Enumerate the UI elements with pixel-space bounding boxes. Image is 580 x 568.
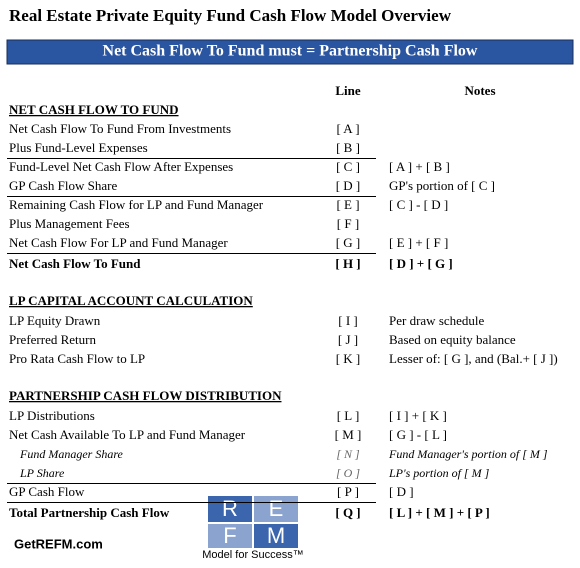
site: GetREFM.com [14, 536, 103, 551]
row-label: LP Share [19, 466, 65, 480]
logo-letter: E [269, 496, 284, 521]
row-label: Net Cash Available To LP and Fund Manage… [9, 427, 246, 442]
row-note: Based on equity balance [389, 332, 516, 347]
row-note: [ D ] + [ G ] [389, 256, 453, 271]
row-line: [ J ] [338, 332, 358, 347]
row-line: [ M ] [335, 427, 362, 442]
logo-tile [208, 524, 252, 548]
row-label: GP Cash Flow Share [9, 178, 117, 193]
logo-letter: F [223, 523, 236, 548]
logo-tile [208, 496, 252, 522]
row-label: Net Cash Flow To Fund From Investments [9, 121, 231, 136]
row-note: [ I ] + [ K ] [389, 408, 447, 423]
row-line: [ Q ] [335, 505, 360, 520]
row-label: Fund Manager Share [19, 447, 124, 461]
logo-tagline: Model for Success™ [202, 549, 303, 561]
row-note: Lesser of: [ G ], and (Bal.+ [ J ]) [389, 351, 558, 366]
row-note: LP's portion of [ M ] [388, 466, 490, 480]
column-header: Line [335, 83, 361, 98]
row-line: [ A ] [336, 121, 359, 136]
row-note: Per draw schedule [389, 313, 485, 328]
row-label: Net Cash Flow To Fund [9, 256, 141, 271]
row-label: Pro Rata Cash Flow to LP [9, 351, 145, 366]
row-note: [ A ] + [ B ] [389, 159, 450, 174]
logo-tile [254, 496, 298, 522]
row-label: Net Cash Flow For LP and Fund Manager [9, 235, 228, 250]
row-note: [ G ] - [ L ] [389, 427, 447, 442]
row-note: [ E ] + [ F ] [389, 235, 448, 250]
row-line: [ I ] [338, 313, 358, 328]
logo-letter: R [222, 496, 238, 521]
row-line: [ D ] [336, 178, 361, 193]
row-line: [ E ] [336, 197, 359, 212]
row-note: Fund Manager's portion of [ M ] [388, 447, 548, 461]
row-label: LP Distributions [9, 408, 95, 423]
row-note: GP's portion of [ C ] [389, 178, 495, 193]
section-title: LP CAPITAL ACCOUNT CALCULATION [9, 293, 253, 308]
row-label: Total Partnership Cash Flow [9, 505, 170, 520]
row-label: LP Equity Drawn [9, 313, 101, 328]
row-line: [ L ] [337, 408, 360, 423]
row-line: [ C ] [336, 159, 360, 174]
row-note: [ L ] + [ M ] + [ P ] [389, 505, 490, 520]
row-line: [ O ] [336, 466, 360, 480]
row-line: [ K ] [336, 351, 361, 366]
row-line: [ G ] [336, 235, 361, 250]
logo-tile [254, 524, 298, 548]
row-line: [ F ] [337, 216, 359, 231]
row-line: [ B ] [336, 140, 360, 155]
row-note: [ C ] - [ D ] [389, 197, 448, 212]
row-label: GP Cash Flow [9, 484, 85, 499]
row-line: [ P ] [337, 484, 359, 499]
banner-box [6, 39, 574, 65]
section-title: PARTNERSHIP CASH FLOW DISTRIBUTION [9, 388, 282, 403]
row-note: [ D ] [389, 484, 414, 499]
column-header: Notes [464, 83, 495, 98]
row-label: Preferred Return [9, 332, 96, 347]
row-label: Plus Fund-Level Expenses [9, 140, 148, 155]
logo-letter: M [267, 523, 285, 548]
section-title: NET CASH FLOW TO FUND [9, 102, 179, 117]
row-label: Fund-Level Net Cash Flow After Expenses [9, 159, 233, 174]
title: Real Estate Private Equity Fund Cash Flo… [9, 6, 452, 25]
row-label: Remaining Cash Flow for LP and Fund Mana… [9, 197, 264, 212]
row-label: Plus Management Fees [9, 216, 130, 231]
row-line: [ H ] [335, 256, 360, 271]
banner: Net Cash Flow To Fund must = Partnership… [103, 43, 478, 60]
row-line: [ N ] [336, 447, 360, 461]
